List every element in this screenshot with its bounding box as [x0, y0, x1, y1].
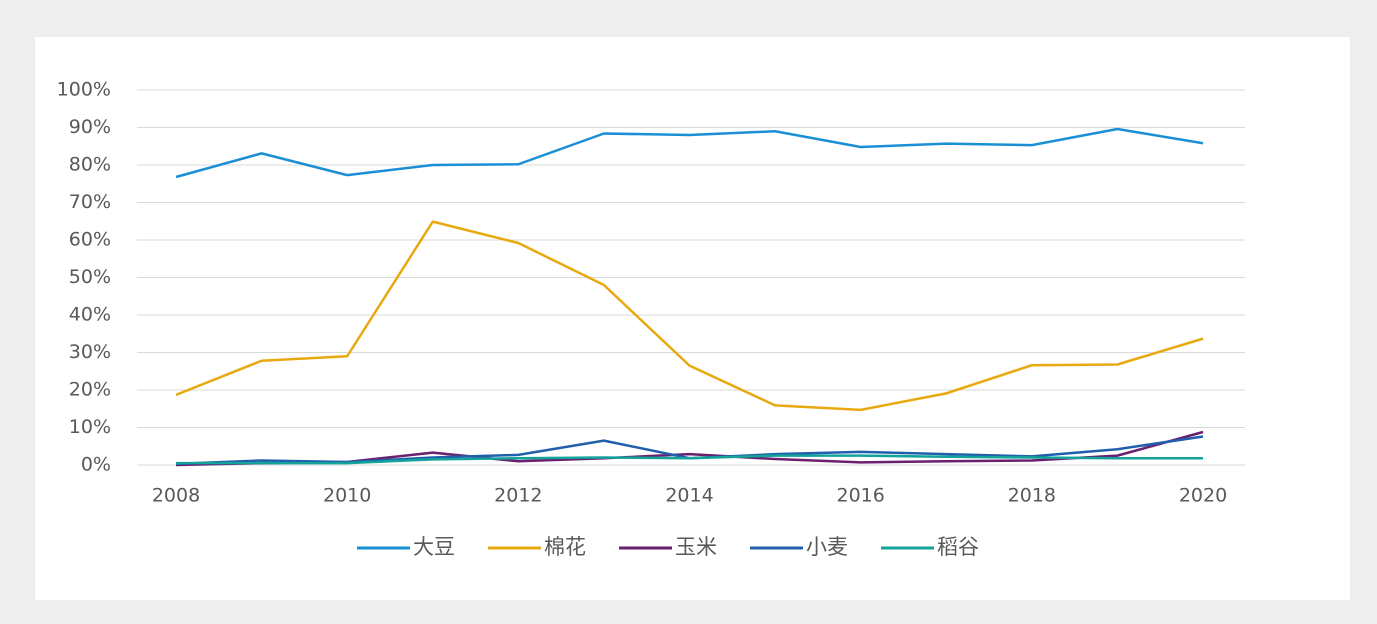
panel — [35, 37, 1350, 600]
legend-label: 小麦 — [806, 535, 848, 559]
x-tick-label: 2016 — [836, 485, 884, 507]
legend-label: 大豆 — [413, 535, 455, 559]
y-tick-label: 0% — [81, 454, 111, 476]
series-line — [176, 454, 1203, 465]
legend-label: 棉花 — [544, 535, 586, 559]
y-tick-label: 40% — [69, 304, 111, 326]
x-tick-label: 2020 — [1179, 485, 1227, 507]
y-tick-label: 50% — [69, 266, 111, 288]
y-tick-label: 100% — [57, 79, 111, 101]
y-tick-label: 20% — [69, 379, 111, 401]
x-tick-label: 2008 — [152, 485, 200, 507]
legend-label: 稻谷 — [937, 535, 979, 559]
x-tick-label: 2014 — [665, 485, 713, 507]
y-tick-label: 30% — [69, 341, 111, 363]
y-tick-label: 60% — [69, 229, 111, 251]
y-tick-label: 80% — [69, 154, 111, 176]
x-tick-label: 2010 — [323, 485, 371, 507]
series-line — [175, 220, 1204, 412]
y-tick-label: 90% — [69, 116, 111, 138]
y-tick-label: 70% — [69, 191, 111, 213]
x-tick-label: 2012 — [494, 485, 542, 507]
x-tick-label: 2018 — [1008, 485, 1056, 507]
legend-label: 玉米 — [675, 535, 717, 559]
y-tick-label: 10% — [69, 416, 111, 438]
series-line — [175, 127, 1204, 179]
